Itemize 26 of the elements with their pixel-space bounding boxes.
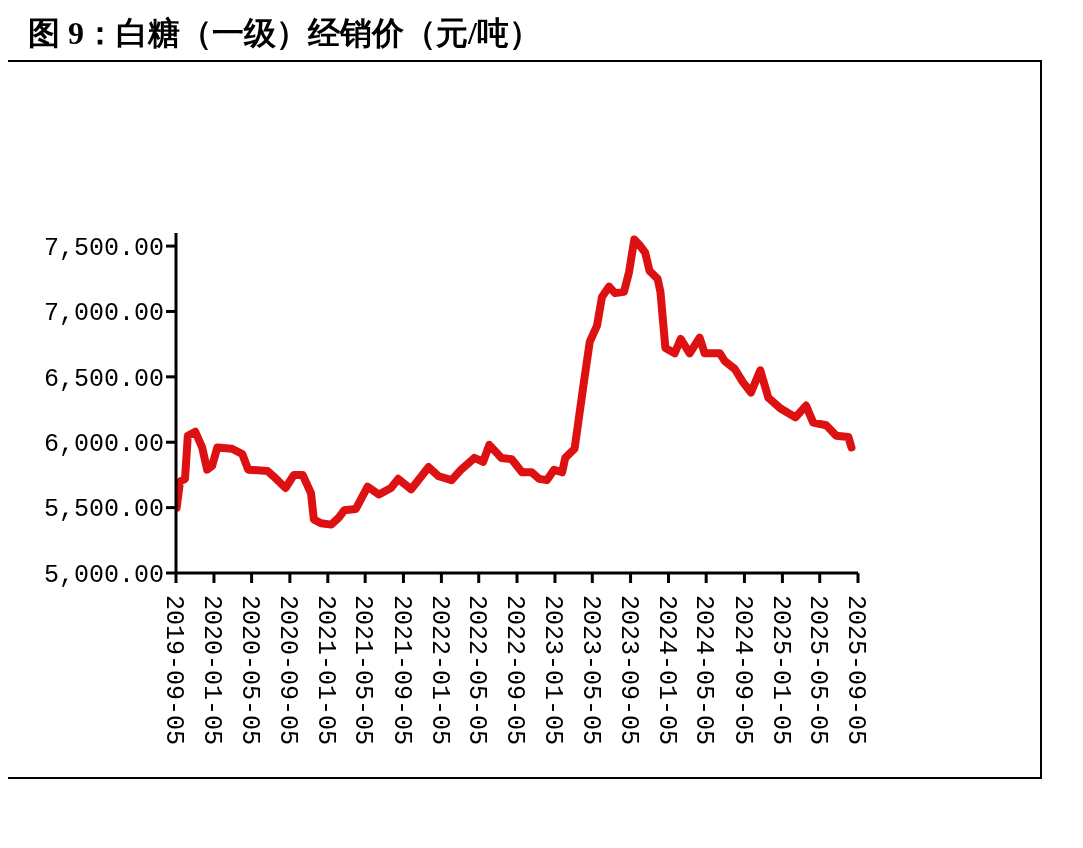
- x-tick-label: 2021-01-05: [311, 595, 341, 746]
- x-tick-label: 2022-09-05: [500, 595, 530, 746]
- x-tick-label: 2020-09-05: [273, 595, 303, 746]
- x-tick-label: 2019-09-05: [159, 595, 189, 746]
- x-tick-label: 2020-05-05: [234, 595, 264, 746]
- y-tick-label: 5,000.00: [43, 560, 164, 590]
- y-tick-label: 7,000.00: [43, 299, 164, 329]
- y-tick-label: 5,500.00: [43, 495, 164, 525]
- x-tick-label: 2023-01-05: [538, 595, 568, 746]
- y-tick-label: 6,500.00: [43, 364, 164, 394]
- x-tick-label: 2025-05-05: [802, 595, 832, 746]
- x-tick-label: 2022-05-05: [461, 595, 491, 746]
- x-tick-label: 2025-09-05: [841, 595, 871, 746]
- x-tick-label: 2024-01-05: [651, 595, 681, 746]
- x-tick-label: 2021-05-05: [348, 595, 378, 746]
- chart-title: 图 9：白糖（一级）经销价（元/吨）: [28, 14, 541, 53]
- x-tick-label: 2021-09-05: [386, 595, 416, 746]
- x-tick-label: 2023-05-05: [575, 595, 605, 746]
- x-tick-label: 2024-05-05: [689, 595, 719, 746]
- x-tick-label: 2025-01-05: [765, 595, 795, 746]
- y-tick-label: 6,000.00: [43, 430, 164, 460]
- x-tick-label: 2024-09-05: [727, 595, 757, 746]
- y-tick-label: 7,500.00: [43, 233, 164, 263]
- x-tick-label: 2020-01-05: [197, 595, 227, 746]
- x-tick-label: 2022-01-05: [424, 595, 454, 746]
- x-tick-label: 2023-09-05: [613, 595, 643, 746]
